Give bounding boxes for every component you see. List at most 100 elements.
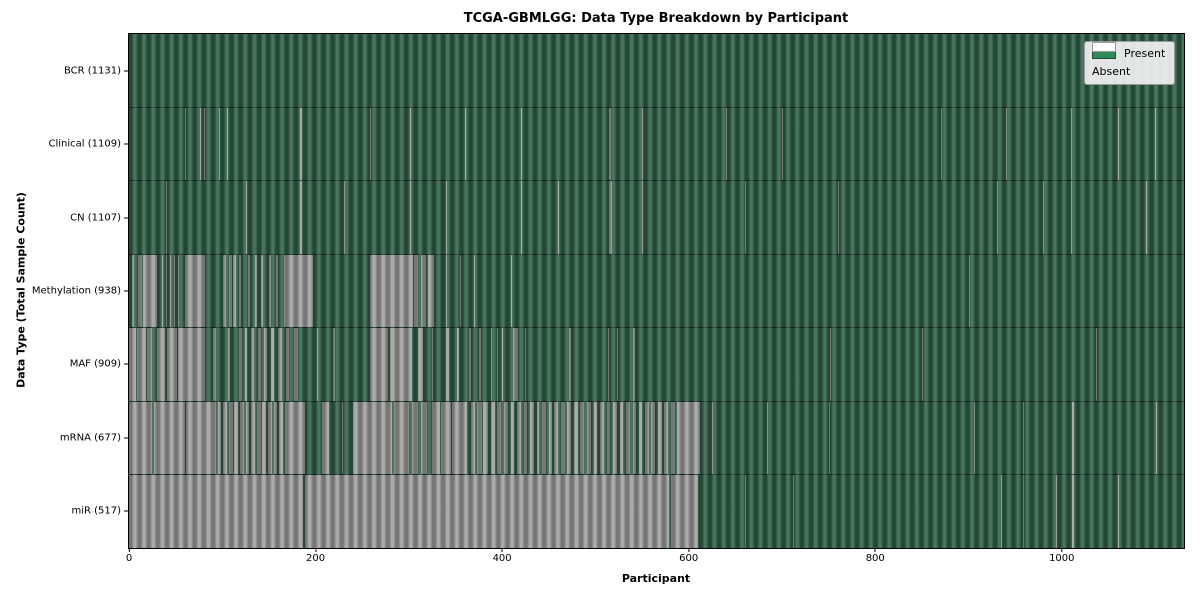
- y-tick-CN: CN (1107): [70, 212, 128, 223]
- y-tick-label: MAF (909): [69, 358, 121, 370]
- row-miR: [129, 474, 1184, 549]
- absent-segment: [228, 401, 233, 475]
- absent-segment: [1117, 475, 1119, 549]
- absent-segment: [457, 328, 460, 401]
- y-tick-mark: [124, 363, 128, 365]
- absent-segment: [558, 181, 559, 254]
- absent-segment: [138, 254, 143, 328]
- absent-segment: [369, 328, 389, 401]
- absent-segment: [476, 401, 482, 475]
- absent-segment: [129, 328, 137, 401]
- row-mRNA: [129, 400, 1184, 475]
- absent-segment: [510, 401, 515, 475]
- absent-segment: [256, 401, 261, 475]
- absent-segment: [587, 401, 591, 475]
- absent-segment: [244, 328, 248, 401]
- y-tick-mRNA: mRNA (677): [60, 432, 128, 443]
- absent-segment: [212, 401, 216, 475]
- absent-segment: [223, 254, 226, 328]
- absent-segment: [185, 401, 213, 475]
- x-axis-label: Participant: [621, 572, 691, 585]
- absent-segment: [166, 181, 168, 254]
- absent-segment: [530, 401, 534, 475]
- absent-segment: [299, 181, 303, 254]
- absent-segment: [369, 254, 413, 328]
- absent-segment: [217, 401, 222, 475]
- absent-segment: [294, 328, 298, 401]
- row-Methylation: [129, 253, 1184, 328]
- absent-segment: [267, 401, 272, 475]
- absent-segment: [150, 254, 157, 328]
- absent-segment: [1156, 401, 1157, 475]
- absent-segment: [657, 401, 662, 475]
- y-tick-label: Clinical (1109): [48, 138, 122, 150]
- absent-segment: [254, 254, 257, 328]
- absent-segment: [573, 401, 578, 475]
- absent-segment: [446, 181, 448, 254]
- row-Clinical: [129, 106, 1184, 181]
- absent-segment: [414, 254, 419, 328]
- absent-segment: [569, 328, 572, 401]
- legend: Present Absent: [1084, 41, 1176, 85]
- x-tick-0: 0: [126, 548, 132, 564]
- absent-segment: [305, 475, 670, 549]
- absent-segment: [1022, 475, 1024, 549]
- absent-segment: [264, 328, 268, 401]
- absent-segment: [616, 328, 618, 401]
- absent-segment: [161, 254, 163, 328]
- x-tick-label: 200: [306, 553, 326, 564]
- absent-segment: [245, 401, 250, 475]
- absent-segment: [744, 181, 746, 254]
- x-tick-800: 800: [866, 548, 885, 564]
- absent-segment: [767, 401, 768, 475]
- absent-segment: [184, 107, 186, 181]
- absent-segment: [502, 328, 504, 401]
- x-tick-mark: [501, 548, 503, 552]
- y-tick-label: miR (517): [71, 505, 121, 517]
- absent-segment: [333, 328, 336, 401]
- absent-segment: [352, 401, 393, 475]
- row-CN: [129, 180, 1184, 254]
- absent-segment: [607, 328, 609, 401]
- y-tick-mark: [124, 217, 128, 219]
- absent-segment: [199, 107, 201, 181]
- absent-segment: [1001, 475, 1003, 549]
- absent-segment: [469, 328, 472, 401]
- absent-segment: [432, 328, 434, 401]
- absent-segment: [245, 181, 247, 254]
- absent-segment: [446, 254, 448, 328]
- absent-segment: [651, 401, 656, 475]
- x-tick-mark: [688, 548, 690, 552]
- absent-segment: [1056, 475, 1058, 549]
- absent-segment: [261, 254, 264, 328]
- absent-segment: [137, 328, 146, 401]
- x-tick-400: 400: [493, 548, 512, 564]
- absent-segment: [299, 107, 303, 181]
- absent-segment: [322, 401, 329, 475]
- absent-swatch: [1092, 42, 1116, 52]
- absent-segment: [511, 254, 513, 328]
- y-tick-Methylation: Methylation (938): [32, 286, 128, 297]
- absent-segment: [285, 328, 290, 401]
- absent-segment: [227, 328, 230, 401]
- absent-segment: [517, 401, 521, 475]
- y-tick-label: Methylation (938): [31, 285, 121, 297]
- absent-segment: [523, 401, 528, 475]
- absent-segment: [548, 401, 552, 475]
- absent-segment: [968, 254, 970, 328]
- absent-segment: [276, 254, 279, 328]
- x-tick-200: 200: [306, 548, 325, 564]
- absent-segment: [390, 328, 412, 401]
- absent-segment: [170, 254, 171, 328]
- y-tick-mark: [124, 70, 128, 72]
- x-tick-label: 600: [679, 553, 699, 564]
- absent-segment: [240, 401, 244, 475]
- y-tick-label: CN (1107): [70, 212, 121, 224]
- absent-segment: [644, 401, 649, 475]
- absent-segment: [609, 107, 612, 181]
- absent-segment: [369, 107, 371, 181]
- absent-segment: [343, 181, 345, 254]
- absent-segment: [525, 328, 527, 401]
- absent-segment: [262, 401, 267, 475]
